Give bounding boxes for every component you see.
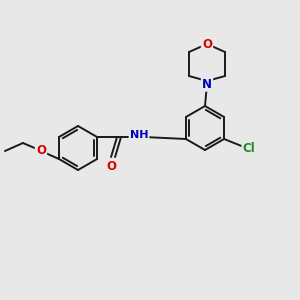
- Text: NH: NH: [130, 130, 148, 140]
- Text: O: O: [36, 145, 46, 158]
- Text: Cl: Cl: [243, 142, 255, 155]
- Text: O: O: [202, 38, 212, 50]
- Text: N: N: [202, 77, 212, 91]
- Text: O: O: [106, 160, 116, 172]
